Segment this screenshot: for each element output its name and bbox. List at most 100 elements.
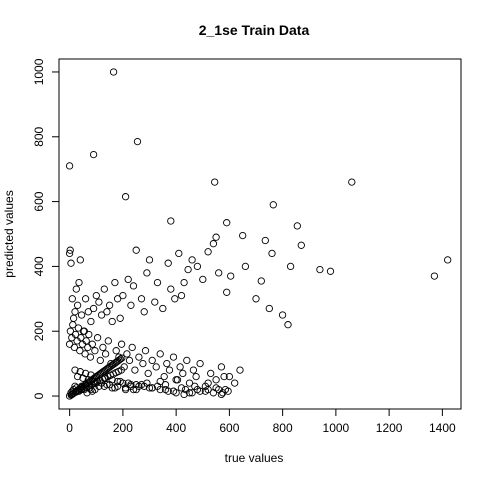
- data-point: [148, 356, 156, 365]
- data-point: [184, 265, 192, 274]
- data-point: [139, 359, 147, 368]
- data-point: [81, 295, 90, 303]
- data-point: [76, 368, 84, 376]
- data-point: [196, 387, 204, 395]
- data-point: [225, 372, 234, 381]
- data-point: [65, 340, 74, 348]
- x-tick-label: 0: [66, 421, 73, 435]
- data-point: [231, 379, 239, 387]
- data-point: [172, 389, 180, 397]
- data-point: [151, 298, 159, 306]
- data-point: [444, 256, 452, 264]
- data-point: [212, 233, 220, 241]
- data-point: [215, 269, 223, 277]
- data-point: [96, 356, 104, 365]
- data-point: [132, 385, 140, 394]
- data-point: [117, 366, 125, 374]
- data-point: [156, 350, 164, 358]
- data-point: [65, 162, 74, 170]
- x-tick-label: 1400: [429, 421, 456, 435]
- data-point: [99, 343, 107, 352]
- data-point: [84, 308, 92, 316]
- data-point: [97, 311, 106, 319]
- data-point: [278, 311, 287, 319]
- data-point: [104, 337, 112, 345]
- data-point: [124, 379, 132, 387]
- data-point: [268, 249, 276, 258]
- data-point: [121, 193, 130, 201]
- data-point: [81, 369, 90, 378]
- data-point: [204, 385, 212, 394]
- data-point: [293, 222, 301, 230]
- data-point: [140, 308, 148, 316]
- x-tick-label: 200: [113, 421, 133, 435]
- data-point: [326, 267, 335, 275]
- data-point: [141, 347, 150, 355]
- data-point: [124, 275, 132, 284]
- data-point: [148, 384, 156, 392]
- data-point: [185, 379, 194, 387]
- data-point: [212, 376, 220, 384]
- data-point: [156, 377, 164, 386]
- data-point: [223, 288, 231, 296]
- data-point: [236, 366, 244, 374]
- data-point: [69, 321, 77, 329]
- data-point: [239, 231, 247, 240]
- y-axis: 0 200 400 600 800 1000: [32, 58, 60, 399]
- data-point: [144, 369, 152, 378]
- data-point: [207, 369, 215, 378]
- y-tick-label: 600: [32, 191, 46, 211]
- data-point: [71, 366, 79, 374]
- data-point: [117, 340, 126, 348]
- data-point: [241, 262, 250, 271]
- x-tick-label: 1000: [323, 421, 350, 435]
- data-point: [66, 246, 74, 254]
- y-tick-label: 400: [32, 256, 46, 276]
- data-point: [284, 321, 292, 329]
- data-point: [77, 334, 85, 342]
- data-point: [297, 241, 305, 249]
- chart-title: 2_1se Train Data: [199, 22, 310, 38]
- data-point: [87, 317, 95, 326]
- data-point: [286, 262, 295, 271]
- data-point: [89, 304, 98, 313]
- data-point: [123, 350, 131, 358]
- data-point: [140, 382, 148, 390]
- data-point: [165, 366, 174, 374]
- data-point: [65, 249, 74, 258]
- data-point: [84, 343, 92, 352]
- data-point: [252, 295, 260, 303]
- data-point: [152, 363, 160, 371]
- data-point: [188, 256, 196, 264]
- data-point: [209, 240, 218, 248]
- data-point: [188, 389, 196, 397]
- data-point: [108, 317, 116, 326]
- data-point: [79, 327, 88, 335]
- data-point: [153, 278, 162, 287]
- data-point: [77, 311, 86, 319]
- data-point: [167, 285, 175, 293]
- data-point: [135, 353, 143, 361]
- data-point: [177, 291, 186, 300]
- data-point: [217, 390, 226, 399]
- data-point: [103, 308, 111, 316]
- data-point: [180, 278, 188, 287]
- data-point: [163, 359, 171, 368]
- data-point: [85, 330, 93, 339]
- data-point: [219, 389, 227, 397]
- data-point: [68, 295, 76, 303]
- y-tick-label: 800: [32, 126, 46, 146]
- x-axis-label: true values: [225, 451, 284, 465]
- data-point: [212, 384, 220, 392]
- data-point: [91, 347, 99, 355]
- data-point: [81, 350, 89, 358]
- data-point: [161, 381, 170, 389]
- data-point: [132, 381, 140, 389]
- y-tick-label: 1000: [32, 58, 46, 85]
- data-point: [125, 356, 134, 365]
- data-point: [101, 350, 110, 358]
- data-point: [128, 343, 136, 352]
- data-point: [95, 298, 103, 306]
- data-point: [348, 178, 356, 186]
